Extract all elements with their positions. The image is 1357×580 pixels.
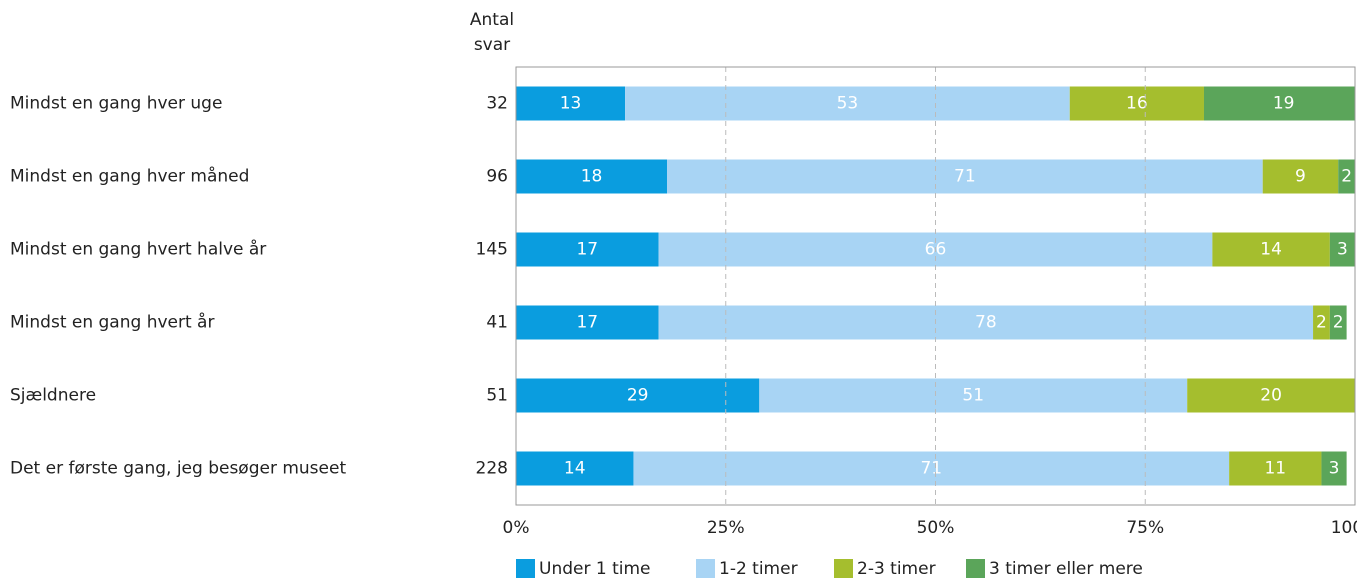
x-tick-label: 25%: [707, 518, 745, 538]
bar-segment: [658, 305, 1314, 340]
data-label: 71: [920, 459, 942, 479]
bar-segment: [516, 86, 626, 121]
count-label: 41: [486, 313, 508, 333]
bar-segment: [516, 232, 659, 267]
bar-segment: [1329, 305, 1347, 340]
category-label: Mindst en gang hvert år: [10, 312, 214, 333]
data-label: 2: [1316, 313, 1327, 333]
bar-segment: [1069, 86, 1204, 121]
bar-segment: [1212, 232, 1330, 267]
bar-segment: [516, 159, 668, 194]
legend-label: Under 1 time: [539, 559, 651, 579]
category-label: Det er første gang, jeg besøger museet: [10, 459, 346, 479]
x-tick-label: 100%: [1331, 518, 1357, 538]
legend-swatch: [696, 559, 715, 578]
bar-segment: [1262, 159, 1339, 194]
data-label: 16: [1126, 94, 1148, 114]
count-label: 96: [486, 167, 508, 187]
bar-segment: [1187, 378, 1355, 413]
data-label: 3: [1337, 240, 1348, 260]
bar-segment: [1329, 232, 1355, 267]
data-label: 51: [962, 386, 984, 406]
category-label: Sjældnere: [10, 386, 96, 406]
count-label: 228: [476, 459, 508, 479]
data-label: 78: [975, 313, 997, 333]
data-label: 18: [581, 167, 603, 187]
bar-segment: [1203, 86, 1355, 121]
bar-segment: [633, 451, 1230, 486]
data-label: 14: [1260, 240, 1282, 260]
data-label: 19: [1273, 94, 1295, 114]
x-tick-label: 50%: [917, 518, 955, 538]
bar-segment: [1229, 451, 1322, 486]
category-label: Mindst en gang hver uge: [10, 94, 222, 114]
count-label: 145: [476, 240, 508, 260]
legend-swatch: [834, 559, 853, 578]
bar-segment: [759, 378, 1188, 413]
legend-label: 1-2 timer: [719, 559, 798, 579]
data-label: 17: [576, 313, 598, 333]
legend-swatch: [966, 559, 985, 578]
data-label: 71: [954, 167, 976, 187]
bar-segment: [1338, 159, 1355, 194]
data-label: 13: [560, 94, 582, 114]
x-tick-label: 0%: [503, 518, 530, 538]
data-label: 29: [627, 386, 649, 406]
x-tick-label: 75%: [1126, 518, 1164, 538]
bar-segment: [1313, 305, 1330, 340]
count-label: 51: [486, 386, 508, 406]
bar-segment: [516, 451, 634, 486]
data-label: 2: [1333, 313, 1344, 333]
plot-border: [515, 66, 1356, 506]
data-label: 20: [1260, 386, 1282, 406]
bar-segment: [625, 86, 1070, 121]
data-label: 11: [1264, 459, 1286, 479]
data-label: 2: [1341, 167, 1352, 187]
data-label: 53: [837, 94, 859, 114]
bar-segment: [1321, 451, 1347, 486]
data-label: 17: [576, 240, 598, 260]
legend-label: 3 timer eller mere: [989, 559, 1143, 579]
data-label: 14: [564, 459, 586, 479]
data-label: 9: [1295, 167, 1306, 187]
count-header: Antal svar: [469, 10, 515, 55]
category-label: Mindst en gang hvert halve år: [10, 239, 266, 260]
bar-segment: [516, 305, 659, 340]
bar-segment: [516, 378, 760, 413]
legend-label: 2-3 timer: [857, 559, 936, 579]
bar-segment: [667, 159, 1263, 194]
category-label: Mindst en gang hver måned: [10, 166, 249, 187]
legend-swatch: [516, 559, 535, 578]
count-label: 32: [486, 94, 508, 114]
data-label: 3: [1329, 459, 1340, 479]
